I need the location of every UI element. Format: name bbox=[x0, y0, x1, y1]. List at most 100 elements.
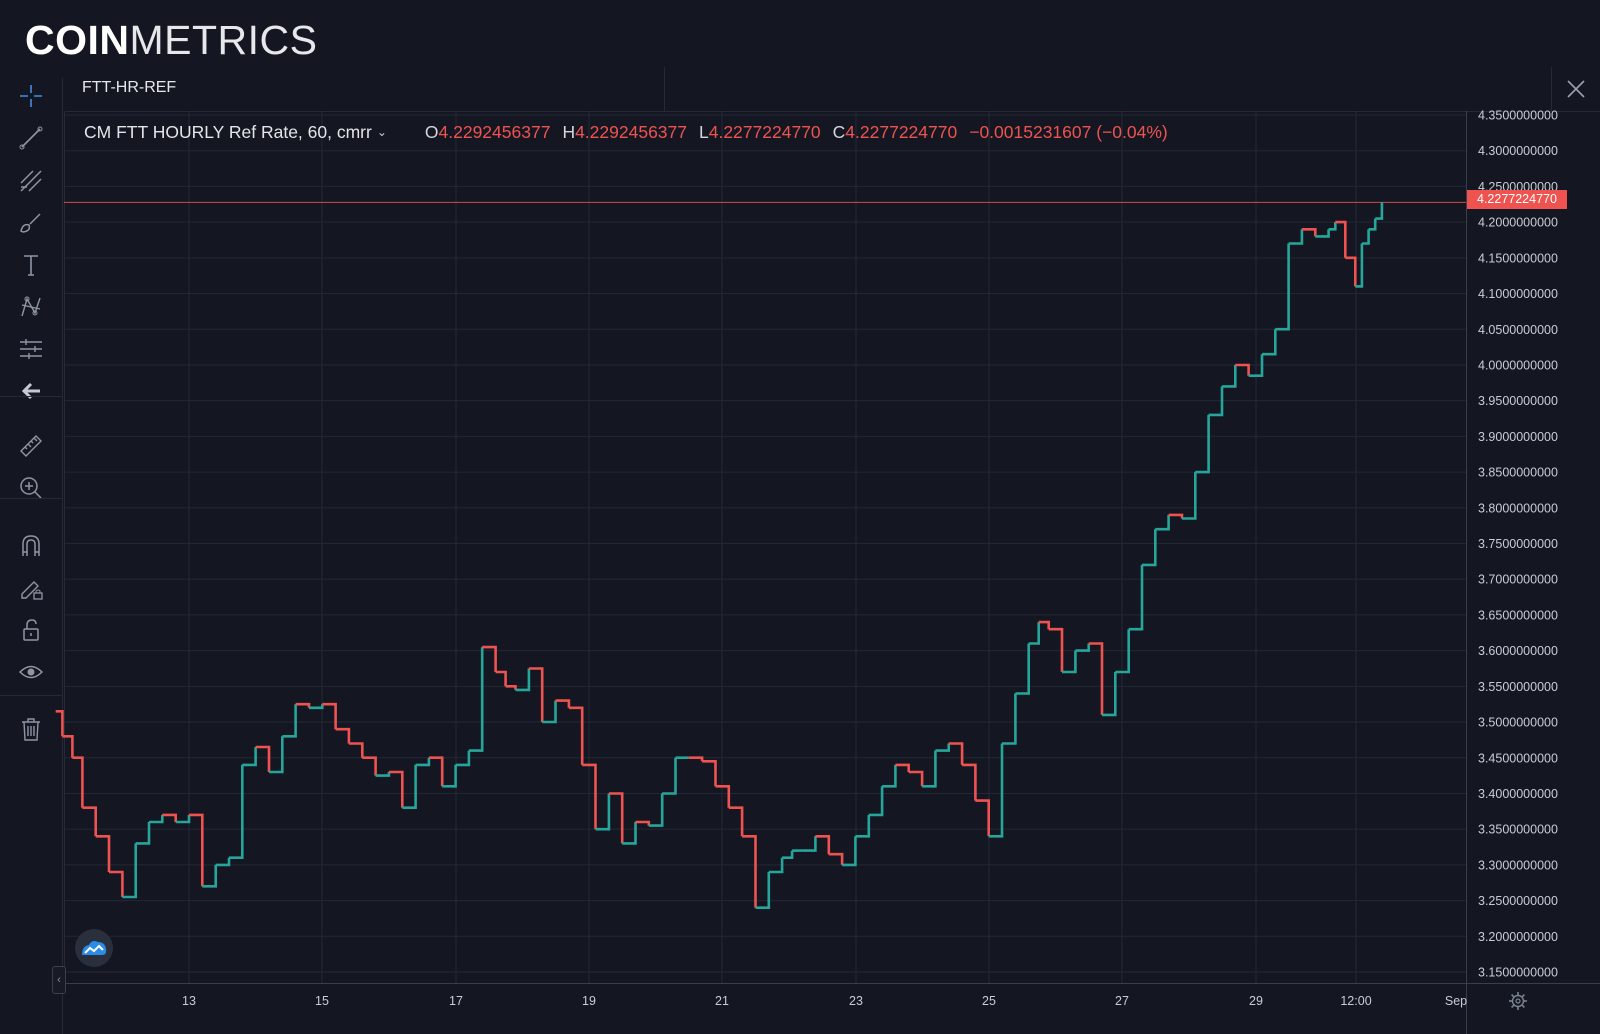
price-step-segment bbox=[1355, 243, 1364, 288]
x-tick-label: 19 bbox=[582, 994, 596, 1008]
y-tick-label: 3.2000000000 bbox=[1478, 930, 1558, 944]
price-step-segment bbox=[62, 735, 74, 758]
price-step-segment bbox=[1248, 354, 1264, 377]
app-header: COINMETRICS bbox=[0, 0, 1600, 78]
price-step-segment bbox=[189, 813, 204, 887]
trend-line-tool[interactable] bbox=[13, 120, 49, 156]
price-step-segment bbox=[802, 836, 817, 852]
price-step-segment bbox=[1275, 243, 1290, 331]
zoom-in-icon bbox=[20, 477, 42, 499]
y-tick-label: 4.0000000000 bbox=[1478, 358, 1558, 372]
brush-tool[interactable] bbox=[13, 205, 49, 241]
toolbar-separator bbox=[0, 396, 62, 397]
crosshair-tool[interactable] bbox=[13, 78, 49, 114]
x-tick-label: 17 bbox=[449, 994, 463, 1008]
y-tick-label: 4.2000000000 bbox=[1478, 216, 1558, 230]
zoom-in-tool[interactable] bbox=[13, 470, 49, 506]
price-step-segment bbox=[582, 763, 597, 830]
price-step-segment bbox=[742, 835, 757, 908]
y-tick-label: 3.1500000000 bbox=[1478, 966, 1558, 980]
price-step-segment bbox=[1142, 529, 1157, 567]
chart-axes bbox=[64, 111, 1600, 1034]
magnet-tool[interactable] bbox=[13, 528, 49, 564]
trash-tool[interactable] bbox=[13, 711, 49, 747]
symbol-tab[interactable]: FTT-HR-REF bbox=[66, 67, 665, 111]
forecast-icon bbox=[20, 339, 42, 359]
symbol-label: FTT-HR-REF bbox=[82, 79, 177, 96]
y-tick-label: 3.6500000000 bbox=[1478, 608, 1558, 622]
price-step-segment bbox=[1335, 220, 1347, 258]
chart-settings-button[interactable] bbox=[1505, 988, 1531, 1014]
price-step-segment bbox=[388, 770, 404, 808]
drawing-toolbar bbox=[0, 78, 63, 1034]
price-step-segment bbox=[962, 763, 977, 801]
pitchfork-tool[interactable] bbox=[13, 163, 49, 199]
price-step-segment bbox=[688, 756, 704, 762]
x-tick-label: 25 bbox=[982, 994, 996, 1008]
price-step-segment bbox=[415, 757, 431, 767]
price-step-segment bbox=[755, 872, 771, 909]
price-step-segment bbox=[855, 814, 871, 838]
price-step-segment bbox=[1128, 564, 1144, 631]
price-step-segment bbox=[555, 699, 571, 708]
price-step-segment bbox=[229, 764, 244, 859]
price-step-segment bbox=[1235, 363, 1250, 376]
price-step-segment bbox=[1301, 228, 1317, 237]
price-step-segment bbox=[1361, 229, 1370, 245]
low-value: 4.2277224770 bbox=[708, 122, 821, 142]
price-step-segment bbox=[975, 799, 990, 837]
price-step-segment bbox=[1182, 472, 1197, 520]
eye-tool[interactable] bbox=[13, 654, 49, 690]
chart-watermark-button[interactable] bbox=[75, 929, 113, 967]
y-tick-label: 3.6000000000 bbox=[1478, 644, 1558, 658]
toolbar-separator bbox=[0, 695, 62, 696]
unlock-tool[interactable] bbox=[13, 612, 49, 648]
price-step-segment bbox=[495, 670, 507, 687]
price-step-segment bbox=[828, 852, 844, 865]
price-step-segment bbox=[1375, 202, 1384, 220]
coinmetrics-logo: COINMETRICS bbox=[25, 14, 318, 66]
price-step-segment bbox=[1102, 672, 1117, 717]
price-step-segment bbox=[1262, 329, 1277, 356]
close-value: 4.2277224770 bbox=[845, 122, 958, 142]
price-step-segment bbox=[782, 850, 794, 859]
cloud-chart-icon bbox=[82, 941, 107, 955]
lock-drawing-tool[interactable] bbox=[13, 570, 49, 606]
x-tick-label: 21 bbox=[715, 994, 729, 1008]
price-step-segment bbox=[528, 667, 544, 722]
x-tick-label: 23 bbox=[849, 994, 863, 1008]
price-step-segment bbox=[1115, 629, 1130, 674]
price-step-segment bbox=[402, 764, 417, 809]
price-step-segment bbox=[282, 704, 297, 738]
back-arrow-icon bbox=[21, 382, 40, 400]
price-step-segment bbox=[635, 820, 651, 826]
price-step-segment bbox=[515, 668, 531, 692]
price-step-segment bbox=[269, 736, 284, 774]
price-step-segment bbox=[662, 757, 677, 795]
price-step-segment bbox=[215, 857, 231, 867]
price-step-segment bbox=[1015, 643, 1030, 695]
y-tick-label: 3.9500000000 bbox=[1478, 394, 1558, 408]
ohlc-legend: CM FTT HOURLY Ref Rate, 60, cmrr ⌄ O 4.229… bbox=[84, 122, 1168, 143]
logo-thin-text: METRICS bbox=[129, 17, 318, 63]
collapse-toolbar-button[interactable]: ‹ bbox=[52, 966, 66, 994]
text-tool[interactable] bbox=[13, 247, 49, 283]
forecast-tool[interactable] bbox=[13, 331, 49, 367]
price-step-segment bbox=[1328, 222, 1337, 231]
close-icon bbox=[1567, 80, 1585, 98]
pattern-tool[interactable] bbox=[13, 289, 49, 325]
close-button[interactable] bbox=[1551, 67, 1600, 111]
price-step-segment bbox=[728, 806, 744, 837]
price-step-segment bbox=[309, 704, 324, 710]
toolbar-separator bbox=[0, 498, 62, 499]
back-arrow-tool[interactable] bbox=[13, 373, 49, 409]
x-tick-label: 12:00 bbox=[1340, 994, 1371, 1008]
chevron-down-icon[interactable]: ⌄ bbox=[376, 124, 387, 139]
price-step-segment bbox=[1075, 643, 1090, 652]
price-step-segment bbox=[935, 743, 950, 752]
series-name[interactable]: CM FTT HOURLY Ref Rate, 60, cmrr bbox=[84, 122, 372, 142]
y-tick-label: 3.7000000000 bbox=[1478, 573, 1558, 587]
ruler-tool[interactable] bbox=[13, 428, 49, 464]
price-step-segment bbox=[255, 745, 271, 772]
